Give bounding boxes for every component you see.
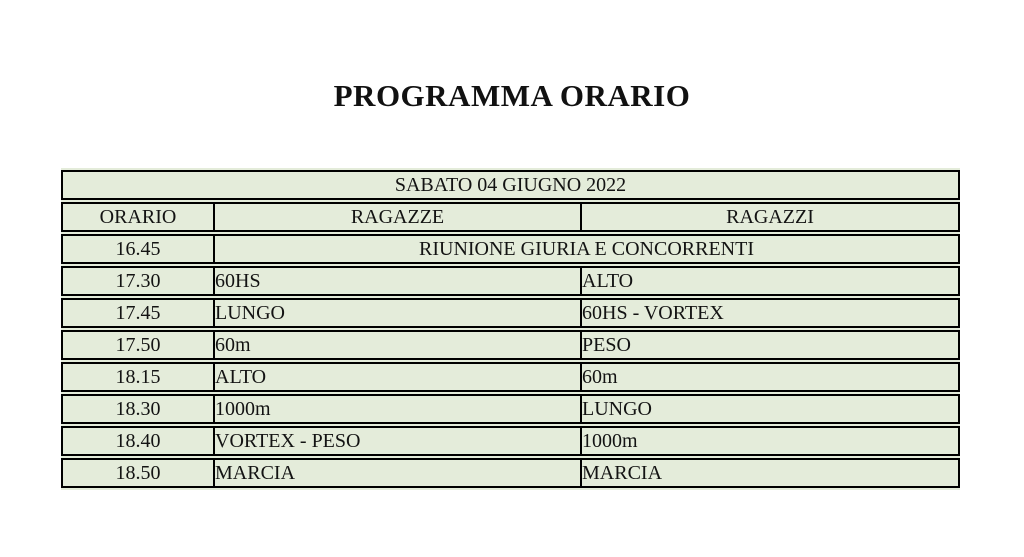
column-header-ragazzi: RAGAZZI	[582, 202, 960, 232]
table-row: 18.15 ALTO 60m	[61, 362, 960, 392]
table-row: 17.30 60HS ALTO	[61, 266, 960, 296]
merged-event-cell: RIUNIONE GIURIA E CONCORRENTI	[215, 234, 960, 264]
table-caption: SABATO 04 GIUGNO 2022	[61, 170, 960, 200]
ragazze-cell: LUNGO	[215, 298, 582, 328]
ragazze-cell: 60HS	[215, 266, 582, 296]
time-cell: 18.50	[61, 458, 215, 488]
ragazze-cell: ALTO	[215, 362, 582, 392]
time-cell: 18.30	[61, 394, 215, 424]
time-cell: 18.15	[61, 362, 215, 392]
ragazzi-cell: 60HS - VORTEX	[582, 298, 960, 328]
ragazze-cell: 1000m	[215, 394, 582, 424]
time-cell: 17.30	[61, 266, 215, 296]
time-cell: 18.40	[61, 426, 215, 456]
table-row-merged: 16.45 RIUNIONE GIURIA E CONCORRENTI	[61, 234, 960, 264]
time-cell: 17.50	[61, 330, 215, 360]
ragazzi-cell: LUNGO	[582, 394, 960, 424]
column-header-ragazze: RAGAZZE	[215, 202, 582, 232]
time-cell: 16.45	[61, 234, 215, 264]
ragazzi-cell: MARCIA	[582, 458, 960, 488]
column-header-orario: ORARIO	[61, 202, 215, 232]
table-row: 17.50 60m PESO	[61, 330, 960, 360]
ragazzi-cell: 60m	[582, 362, 960, 392]
ragazze-cell: 60m	[215, 330, 582, 360]
page-title: PROGRAMMA ORARIO	[333, 78, 691, 113]
ragazzi-cell: ALTO	[582, 266, 960, 296]
table-row: 18.30 1000m LUNGO	[61, 394, 960, 424]
table-row: 17.45 LUNGO 60HS - VORTEX	[61, 298, 960, 328]
table-row: 18.50 MARCIA MARCIA	[61, 458, 960, 488]
caption-row: SABATO 04 GIUGNO 2022	[61, 170, 960, 200]
schedule-table: SABATO 04 GIUGNO 2022 ORARIO RAGAZZE RAG…	[61, 168, 960, 490]
time-cell: 17.45	[61, 298, 215, 328]
table-row: 18.40 VORTEX - PESO 1000m	[61, 426, 960, 456]
ragazzi-cell: 1000m	[582, 426, 960, 456]
header-row: ORARIO RAGAZZE RAGAZZI	[61, 202, 960, 232]
ragazzi-cell: PESO	[582, 330, 960, 360]
ragazze-cell: VORTEX - PESO	[215, 426, 582, 456]
ragazze-cell: MARCIA	[215, 458, 582, 488]
